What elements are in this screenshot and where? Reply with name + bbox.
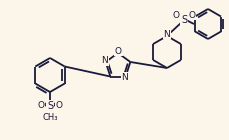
Text: N: N (164, 30, 170, 38)
Text: N: N (101, 56, 108, 66)
Text: O: O (172, 10, 180, 19)
Text: O: O (38, 101, 44, 109)
Text: S: S (47, 101, 53, 111)
Text: O: O (188, 10, 196, 19)
Text: O: O (55, 101, 63, 109)
Text: S: S (181, 15, 187, 25)
Text: O: O (115, 46, 122, 55)
Text: N: N (121, 73, 128, 82)
Text: CH₃: CH₃ (42, 113, 58, 122)
